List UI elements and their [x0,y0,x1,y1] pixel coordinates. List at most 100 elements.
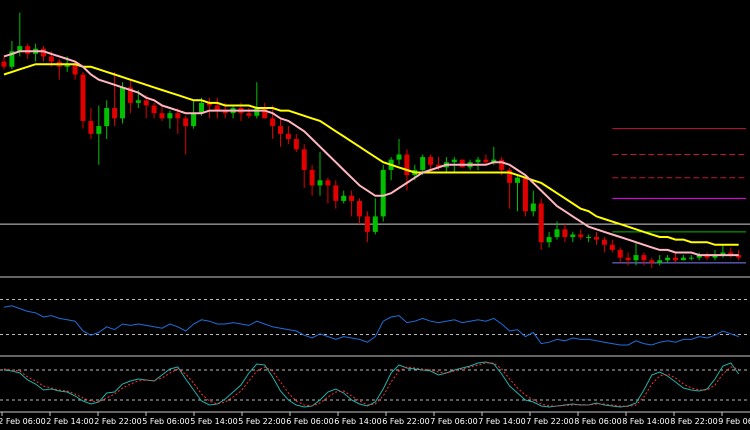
bearish-candle [649,260,655,263]
bearish-candle [609,244,615,250]
bearish-candle [270,118,276,127]
bearish-candle [48,56,54,62]
bearish-candle [72,64,78,75]
bullish-candle [372,216,378,232]
bullish-candle [530,203,536,212]
bearish-candle [562,229,568,238]
bearish-candle [206,102,212,106]
bearish-candle [80,74,86,121]
bearish-candle [1,61,7,67]
bullish-candle [665,257,671,261]
bearish-candle [507,169,513,183]
bullish-candle [199,102,204,114]
bearish-candle [143,100,149,106]
oscillator-2-panel [0,361,750,408]
bearish-candle [673,257,678,261]
bearish-candle [278,126,283,134]
bullish-candle [396,154,402,160]
bullish-candle [64,64,70,67]
bearish-candle [459,159,465,168]
bearish-candle [262,108,268,119]
bearish-candle [428,157,434,165]
bearish-candle [617,249,623,258]
oscillator-1-panel [0,299,750,346]
bearish-candle [301,149,307,170]
bearish-candle [127,87,133,103]
bearish-candle [538,203,544,243]
x-tick-label: 8 Feb 22:00 [670,417,717,426]
x-tick-label: 6 Feb 22:00 [382,417,429,426]
x-tick-label: 8 Feb 14:00 [622,417,669,426]
bullish-candle [451,159,457,163]
bearish-candle [214,105,220,111]
bearish-candle [483,159,489,163]
bearish-candle [349,195,355,201]
bearish-candle [112,108,118,119]
bullish-candle [680,257,686,261]
x-tick-label: 2 Feb 22:00 [94,417,141,426]
bearish-candle [641,255,647,261]
x-tick-label: 7 Feb 14:00 [478,417,525,426]
bullish-candle [96,126,102,134]
bearish-candle [246,113,252,116]
bullish-candle [17,46,23,52]
bullish-candle [657,260,663,263]
bearish-candle [357,200,362,217]
x-axis: 2 Feb 06:00 2 Feb 14:00 2 Feb 22:00 5 Feb 0… [0,412,750,426]
bullish-candle [633,255,639,261]
bullish-candle [420,157,426,170]
bearish-candle [436,164,441,168]
bullish-candle [515,177,520,183]
bullish-candle [570,234,576,238]
bearish-candle [285,133,291,139]
bearish-candle [728,252,734,256]
bullish-candle [380,169,386,217]
x-tick-label: 2 Feb 14:00 [46,417,93,426]
bearish-candle [625,257,631,261]
bearish-candle [175,113,181,119]
x-tick-label: 8 Feb 06:00 [574,417,621,426]
bullish-candle [135,100,141,103]
bearish-candle [404,154,410,176]
price-panel [0,12,750,268]
fast-moving-average-line [3,50,739,257]
bearish-candle [704,255,710,258]
x-tick-label: 5 Feb 14:00 [190,417,237,426]
x-tick-label: 9 Feb 06:00 [718,417,750,426]
bullish-candle [120,87,125,119]
bullish-candle [586,237,592,239]
x-tick-label: 5 Feb 06:00 [142,417,189,426]
bearish-candle [578,234,584,238]
bullish-candle [104,108,110,127]
bullish-candle [720,252,726,256]
bearish-candle [333,185,339,201]
bearish-candle [601,239,607,245]
oscillator-series-line [3,362,739,408]
bearish-candle [159,113,165,119]
bullish-candle [475,159,481,163]
bullish-candle [341,195,347,201]
bearish-candle [522,177,528,212]
bearish-candle [293,139,299,150]
bullish-candle [9,51,15,67]
bearish-candle [309,169,315,186]
bearish-candle [88,120,94,134]
bearish-candle [499,159,505,170]
x-tick-label: 7 Feb 22:00 [526,417,573,426]
bearish-candle [183,118,189,127]
x-tick-label: 5 Feb 22:00 [238,417,285,426]
bullish-candle [554,229,560,238]
x-tick-label: 7 Feb 06:00 [430,417,477,426]
bearish-candle [736,255,742,258]
bullish-candle [688,257,694,259]
bullish-candle [546,237,552,243]
bullish-candle [491,159,497,163]
bearish-candle [364,216,370,232]
bullish-candle [167,113,173,119]
bearish-candle [25,46,31,54]
bullish-candle [254,108,260,116]
bearish-candle [325,180,331,186]
bearish-candle [594,237,599,240]
x-tick-label: 2 Feb 06:00 [0,417,46,426]
